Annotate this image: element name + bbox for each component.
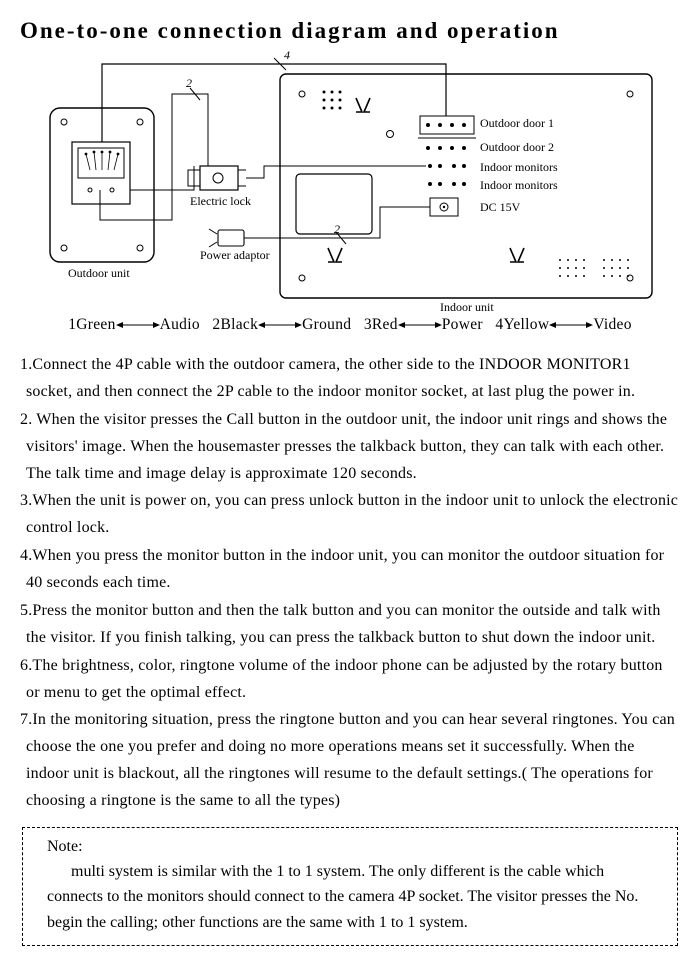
legend-item: 1GreenAudio: [68, 316, 200, 333]
label-outdoor-unit: Outdoor unit: [68, 266, 130, 281]
legend-item: 3RedPower: [364, 316, 483, 333]
instruction-item: 1.Connect the 4P cable with the outdoor …: [20, 352, 680, 406]
legend-item: 2BlackGround: [212, 316, 351, 333]
legend-item: 4YellowVideo: [495, 316, 631, 333]
note-box: Note: multi system is similar with the 1…: [22, 827, 678, 946]
label-wire-2a: 2: [186, 76, 192, 91]
label-indoor-unit: Indoor unit: [440, 300, 494, 315]
label-conn-outdoor1: Outdoor door 1: [480, 116, 554, 131]
wire-color-legend: 1GreenAudio 2BlackGround 3RedPower 4Yell…: [20, 316, 680, 334]
instruction-item: 7.In the monitoring situation, press the…: [20, 707, 680, 815]
instruction-item: 4.When you press the monitor button in t…: [20, 543, 680, 597]
instruction-item: 2. When the visitor presses the Call but…: [20, 407, 680, 488]
note-body: multi system is similar with the 1 to 1 …: [47, 859, 663, 935]
page-title: One-to-one connection diagram and operat…: [20, 18, 680, 44]
note-title: Note:: [47, 834, 663, 859]
instruction-item: 3.When the unit is power on, you can pre…: [20, 488, 680, 542]
instruction-item: 5.Press the monitor button and then the …: [20, 598, 680, 652]
label-electric-lock: Electric lock: [190, 194, 251, 209]
label-power-adaptor: Power adaptor: [200, 248, 270, 263]
label-conn-outdoor2: Outdoor door 2: [480, 140, 554, 155]
label-conn-indoor2: Indoor monitors: [480, 178, 558, 193]
label-conn-dc15v: DC 15V: [480, 200, 520, 215]
label-wire-2b: 2: [334, 222, 340, 237]
label-wire-4: 4: [284, 48, 290, 63]
instructions-list: 1.Connect the 4P cable with the outdoor …: [20, 352, 680, 815]
label-conn-indoor1: Indoor monitors: [480, 160, 558, 175]
connection-diagram: Outdoor unit Indoor unit Electric lock P…: [40, 50, 660, 312]
instruction-item: 6.The brightness, color, ringtone volume…: [20, 653, 680, 707]
